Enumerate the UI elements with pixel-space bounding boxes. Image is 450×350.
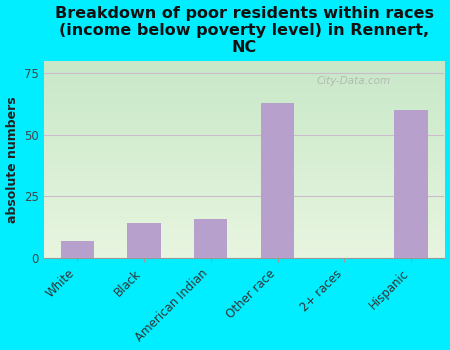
Bar: [61, 241, 94, 258]
Bar: [394, 110, 428, 258]
Text: City-Data.com: City-Data.com: [316, 76, 391, 86]
Bar: [261, 103, 294, 258]
Title: Breakdown of poor residents within races
(income below poverty level) in Rennert: Breakdown of poor residents within races…: [54, 6, 434, 55]
Y-axis label: absolute numbers: absolute numbers: [5, 96, 18, 223]
Bar: [194, 218, 227, 258]
Bar: [127, 223, 161, 258]
